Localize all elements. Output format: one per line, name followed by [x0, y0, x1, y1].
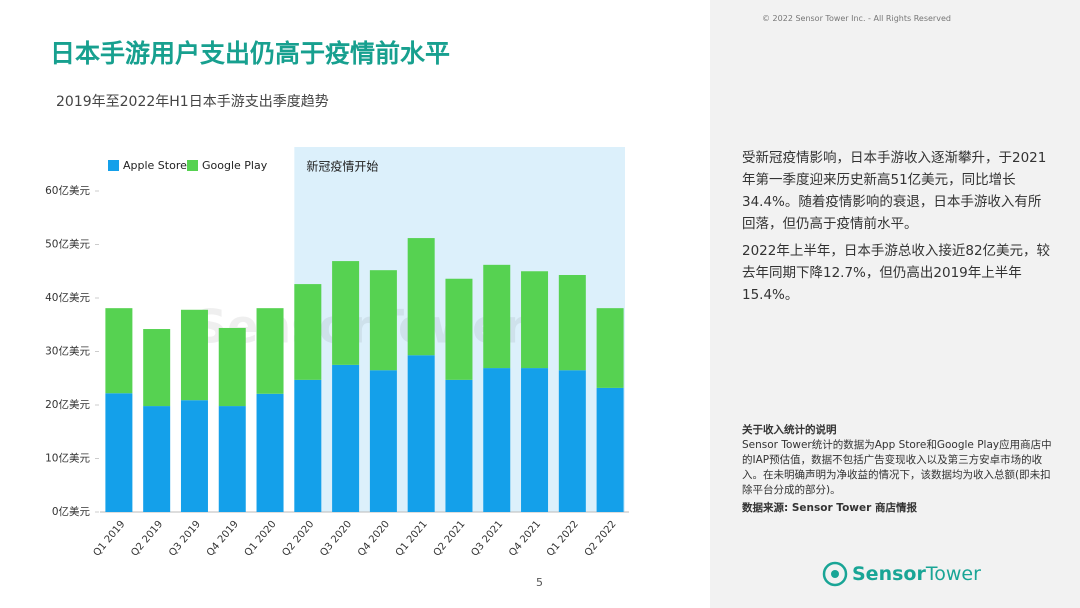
source: 数据来源: Sensor Tower 商店情报	[742, 502, 917, 514]
logo-text: Tower	[925, 563, 981, 585]
bar-segment	[445, 379, 473, 512]
bar-segment	[445, 278, 473, 380]
y-tick-label: 50亿美元	[45, 238, 90, 251]
bar-segment	[558, 274, 586, 371]
note-body: Sensor Tower统计的数据为App Store和Google Play应…	[742, 439, 1052, 496]
note-title: 关于收入统计的说明	[742, 424, 837, 436]
y-tick-label: 20亿美元	[45, 398, 90, 411]
bar-segment	[256, 308, 284, 394]
legend-label: Apple Store	[123, 159, 187, 172]
x-tick-label: Q2 2019	[129, 519, 165, 559]
bar-segment	[105, 393, 133, 512]
bar-segment	[369, 370, 397, 512]
title: 日本手游用户支出仍高于疫情前水平	[50, 39, 451, 68]
legend-swatch	[108, 160, 119, 171]
y-tick-label: 0亿美元	[52, 505, 91, 518]
bar-segment	[180, 309, 208, 401]
bar-segment	[407, 238, 435, 356]
bar-segment	[218, 406, 246, 512]
x-tick-label: Q4 2019	[205, 519, 241, 559]
logo-text: Sensor	[852, 563, 926, 585]
y-tick-label: 40亿美元	[45, 291, 90, 304]
bar-segment	[256, 393, 284, 512]
bar-segment	[521, 368, 549, 512]
bar-segment	[105, 308, 133, 394]
page-number: 5	[536, 576, 543, 589]
bar-segment	[294, 379, 322, 512]
paragraph: 2022年上半年，日本手游总收入接近82亿美元，较去年同期下降12.7%，但仍高…	[742, 243, 1051, 303]
paragraph: 受新冠疫情影响，日本手游收入逐渐攀升，于2021年第一季度迎来历史新高51亿美元…	[742, 150, 1047, 232]
x-tick-label: Q4 2021	[507, 519, 543, 559]
bar-segment	[180, 400, 208, 512]
subtitle: 2019年至2022年H1日本手游支出季度趋势	[56, 94, 329, 110]
logo-icon	[822, 561, 848, 587]
bar-segment	[143, 406, 171, 512]
x-tick-label: Q1 2020	[243, 519, 279, 559]
x-tick-label: Q2 2022	[583, 519, 619, 559]
bar-segment	[483, 264, 511, 369]
bar-segment	[521, 271, 549, 369]
bar-segment	[294, 284, 322, 380]
y-tick-label: 30亿美元	[45, 345, 90, 358]
x-tick-label: Q3 2021	[469, 519, 505, 559]
sidebar-panel	[710, 0, 1080, 608]
x-tick-label: Q1 2021	[394, 519, 430, 559]
legend-swatch	[187, 160, 198, 171]
copyright: © 2022 Sensor Tower Inc. - All Rights Re…	[762, 14, 951, 23]
bar-segment	[596, 308, 624, 388]
bar-segment	[407, 355, 435, 512]
x-tick-label: Q1 2022	[545, 519, 581, 559]
x-tick-label: Q2 2021	[432, 519, 468, 559]
bar-segment	[332, 364, 360, 512]
x-tick-label: Q4 2020	[356, 519, 392, 559]
x-tick-label: Q1 2019	[92, 519, 128, 559]
bar-segment	[558, 370, 586, 512]
bar-segment	[332, 261, 360, 365]
annotation: 新冠疫情开始	[306, 159, 378, 174]
x-tick-label: Q2 2020	[280, 519, 316, 559]
x-tick-label: Q3 2019	[167, 519, 203, 559]
y-tick-label: 60亿美元	[45, 184, 90, 197]
legend-label: Google Play	[202, 159, 268, 172]
logo: Sensor Tower	[822, 561, 981, 587]
bar-segment	[218, 327, 246, 407]
y-tick-label: 10亿美元	[45, 452, 90, 465]
bar-segment	[369, 270, 397, 371]
bar-segment	[483, 368, 511, 512]
bar-segment	[596, 387, 624, 512]
x-tick-label: Q3 2020	[318, 519, 354, 559]
bar-segment	[143, 329, 171, 407]
chart: 新冠疫情开始SensorTower0亿美元10亿美元20亿美元30亿美元40亿美…	[45, 147, 629, 559]
